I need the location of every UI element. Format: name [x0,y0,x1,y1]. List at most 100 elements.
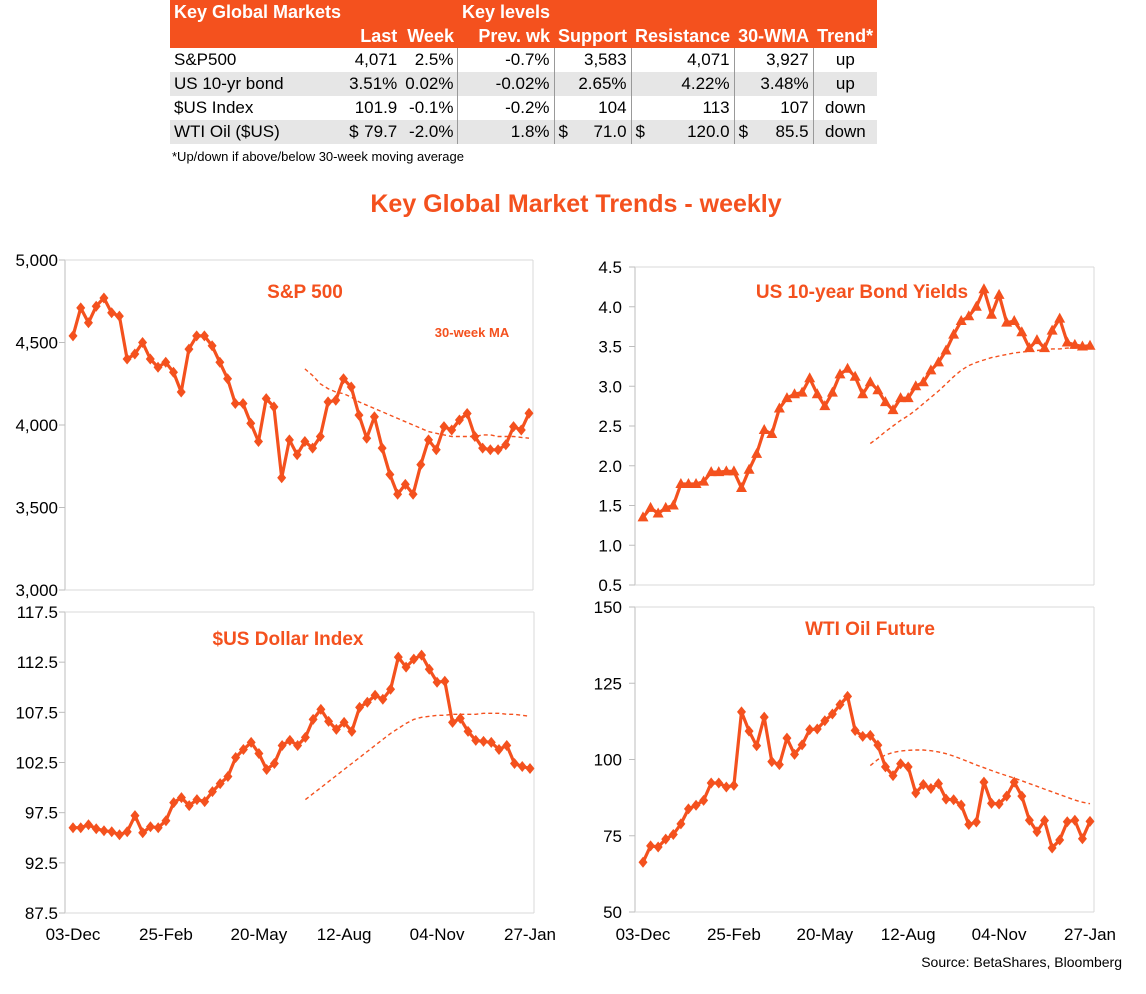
data-point [797,739,807,751]
data-point [675,478,687,489]
data-point [743,463,755,474]
table-cell: down [812,96,878,120]
data-point [971,816,981,828]
data-point [99,292,109,304]
data-point [1002,790,1012,802]
data-point [653,841,663,853]
data-point [377,442,387,454]
data-point [300,731,310,743]
x-tick-label: 03-Dec [616,925,671,944]
data-point [880,761,890,773]
data-point [932,356,944,367]
data-point [277,739,287,751]
table-cell: up [812,72,878,96]
data-point [735,482,747,493]
data-point [339,716,349,728]
table-cell: US 10-yr bond [170,72,346,96]
data-point [323,396,333,408]
data-point [331,723,341,735]
data-point [774,759,784,771]
data-point [285,734,295,746]
data-point [759,711,769,723]
x-tick-label: 25-Feb [707,925,761,944]
data-point [820,715,830,727]
data-point [1024,814,1034,826]
data-point [752,740,762,752]
data-point [683,803,693,815]
data-point [470,431,480,443]
data-point [843,690,853,702]
data-point [107,826,117,838]
data-point [1031,334,1043,345]
table-row: WTI Oil ($US) $79.7 -2.0% 1.8% $71.0 $12… [170,120,878,144]
data-point [447,424,457,436]
data-point [223,771,233,783]
bond-yield-chart: 0.5 1.0 1.5 2.0 2.5 3.0 3.5 4.0 4.5 US 10-year Bo… [598,258,1096,595]
table-cell: 4.22% [630,72,735,96]
data-point [83,819,93,831]
data-point [744,725,754,737]
y-tick-label: 4,000 [15,416,58,435]
data-point [796,386,808,397]
data-point [355,701,365,713]
data-point [1008,315,1020,326]
table-header-cell: Trend* [813,24,878,48]
y-tick-label: 1.0 [598,536,622,555]
x-tick-label: 12-Aug [317,925,372,944]
y-tick-label: 107.5 [15,703,58,722]
data-point [385,469,395,480]
data-point [68,330,78,342]
data-point [706,777,716,789]
y-tick-label: 3.5 [598,338,622,357]
moving-average-line [304,368,530,439]
data-point [758,423,770,434]
data-point [1032,826,1042,838]
data-point [308,713,318,725]
data-point [432,676,442,688]
oil-future-chart: 50 75 100 125 150 03-Dec 25-Feb 20-May 12-Aug 04-… [594,598,1116,944]
table-cell: down [812,120,878,144]
y-tick-label: 97.5 [25,804,58,823]
data-point [773,402,785,413]
data-point [207,340,217,352]
data-point [857,388,869,399]
data-point [253,436,263,447]
data-point [1054,312,1066,323]
y-tick-label: 5,000 [15,251,58,270]
data-point [970,300,982,311]
data-point [493,444,503,456]
data-point [865,729,875,741]
data-point [1085,815,1095,827]
series-line [641,287,1091,519]
data-point [1040,815,1050,826]
data-point [933,778,943,790]
table-header-cell: Key levels [457,0,555,24]
data-point [478,442,488,454]
data-point [925,364,937,375]
data-point [502,739,512,751]
data-point [811,388,823,399]
data-point [431,444,441,456]
table-cell: 104 [553,96,632,120]
data-point [184,800,194,812]
data-point [169,797,179,809]
y-tick-label: 3,500 [15,499,58,518]
data-point [510,758,520,770]
table-row: $US Index 101.9 -0.1% -0.2% 104 113 107 … [170,96,878,120]
x-tick-label: 20-May [231,925,288,944]
data-point [910,380,922,391]
data-point [138,827,148,839]
data-point [699,794,709,806]
data-point [370,689,380,701]
data-point [479,735,489,747]
data-point [963,310,975,321]
data-point [858,730,868,742]
data-point [804,372,816,383]
data-point [1046,324,1058,335]
table-cell: 107 [733,96,814,120]
data-point [331,394,341,406]
data-point [978,283,990,294]
data-point [76,302,86,314]
key-markets-table: Key Global Markets Key levels Last Week … [170,0,878,144]
data-point [130,348,140,360]
